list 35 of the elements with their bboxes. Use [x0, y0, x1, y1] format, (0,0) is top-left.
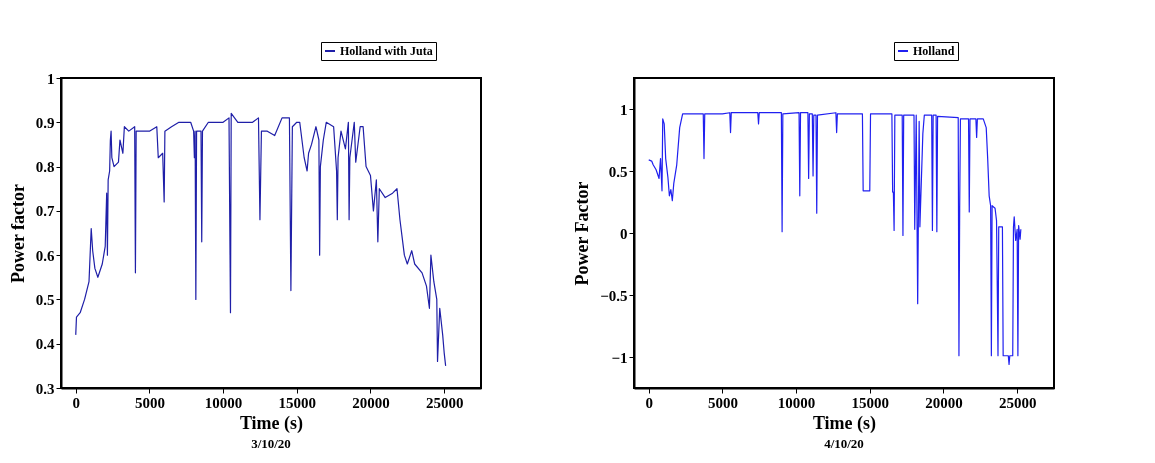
- text: 4/10/20: [824, 436, 864, 451]
- y-tick-label: −1: [611, 349, 628, 366]
- x-tick-label: 5000: [134, 394, 165, 411]
- y-tick-label: 0.4: [35, 336, 55, 353]
- y-tick-label: −0.5: [600, 287, 628, 304]
- x-tick-label: 10000: [204, 394, 243, 411]
- x-axis-title: Time (s): [239, 412, 304, 434]
- y-tick-label: 0.9: [35, 114, 55, 131]
- y-tick-label: 0.5: [608, 163, 628, 180]
- x-tick-label: 0: [645, 394, 653, 411]
- x-tick-label: 0: [72, 394, 80, 411]
- legend-label: Holland with Juta: [340, 44, 433, 58]
- y-tick-label: 0: [620, 225, 628, 242]
- legend-label: Holland: [913, 44, 955, 58]
- y-tick-label: 0.6: [35, 247, 55, 264]
- x-tick-label: 20000: [352, 394, 390, 411]
- y-tick-label: 1: [620, 101, 628, 118]
- line-series: [75, 112, 447, 367]
- line-series: [648, 112, 1022, 366]
- y-tick-label: 0.3: [35, 380, 55, 397]
- y-tick-label: 0.8: [35, 159, 55, 176]
- x-tick-label: 15000: [851, 394, 890, 411]
- y-axis-title: Power factor: [7, 183, 28, 284]
- text: 3/10/20: [251, 436, 291, 451]
- x-tick-label: 25000: [998, 394, 1037, 411]
- y-tick-label: 1: [47, 70, 55, 87]
- x-tick-label: 10000: [777, 394, 816, 411]
- x-tick-label: 25000: [425, 394, 464, 411]
- y-tick-label: 0.5: [35, 291, 55, 308]
- x-tick-label: 5000: [707, 394, 738, 411]
- x-tick-label: 15000: [278, 394, 317, 411]
- x-axis-title: Time (s): [812, 412, 877, 434]
- y-axis-title: Power Factor: [572, 181, 593, 286]
- x-tick-label: 20000: [925, 394, 963, 411]
- y-tick-label: 0.7: [35, 203, 55, 220]
